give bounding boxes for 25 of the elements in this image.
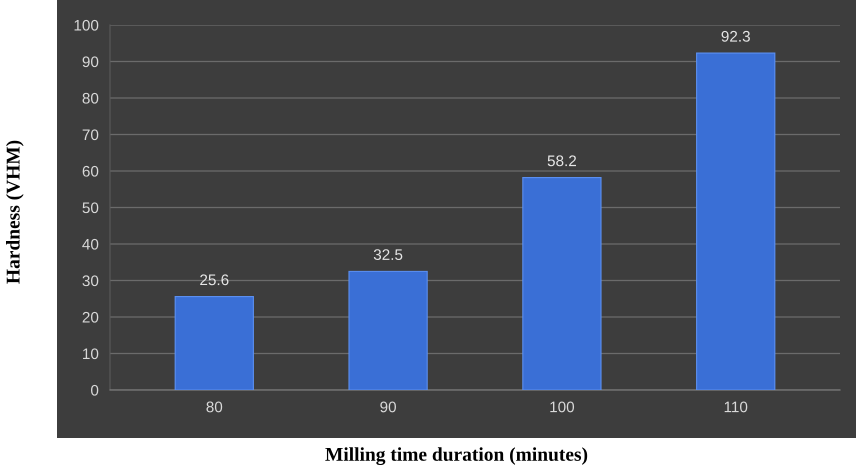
- y-tick-label: 100: [74, 20, 98, 31]
- y-tick-label: 0: [90, 384, 98, 396]
- y-tick-label: 20: [82, 312, 98, 323]
- bar: [696, 52, 776, 390]
- x-tick-label: 100: [550, 402, 574, 412]
- data-label: 32.5: [374, 249, 402, 260]
- x-tick-label: 90: [380, 402, 396, 412]
- x-tick-label: 80: [206, 402, 222, 412]
- y-tick-label: 70: [82, 129, 98, 140]
- y-tick-label: 60: [82, 166, 98, 177]
- y-tick-label: 30: [82, 275, 98, 286]
- y-tick-label: 40: [82, 238, 98, 250]
- bar: [174, 296, 254, 390]
- bar: [348, 270, 428, 390]
- data-label: 25.6: [200, 274, 228, 286]
- data-label: 92.3: [722, 30, 750, 42]
- y-tick-label: 80: [82, 92, 98, 104]
- x-tick-label: 110: [724, 402, 748, 412]
- y-tick-label: 50: [82, 202, 98, 214]
- y-tick-label: 90: [82, 56, 98, 68]
- y-tick-label: 10: [83, 348, 98, 360]
- data-label: 58.2: [548, 155, 576, 166]
- y-axis-title: Hardness (VHM): [6, 140, 24, 284]
- bar: [522, 177, 602, 390]
- x-axis-title: Milling time duration (minutes): [325, 447, 588, 465]
